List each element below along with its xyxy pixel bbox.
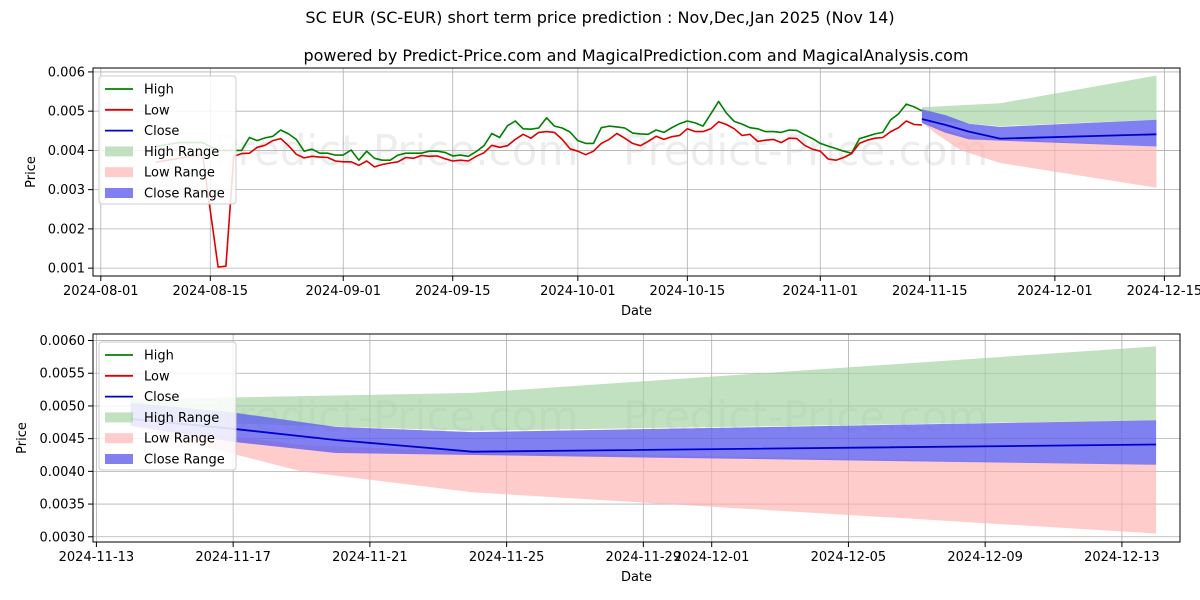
y-tick-label: 0.0050 (40, 399, 86, 414)
series-high-line (155, 100, 923, 161)
legend-swatch-close-range (105, 454, 133, 464)
legend-label-high-range: High Range (144, 145, 219, 160)
x-tick-label: 2024-10-15 (650, 284, 726, 299)
y-axis-label: Price (15, 422, 30, 454)
y-tick-label: 0.003 (48, 183, 85, 198)
y-tick-label: 0.006 (48, 65, 85, 80)
legend-label-low: Low (144, 103, 170, 118)
x-tick-label: 2024-12-09 (947, 550, 1023, 565)
y-tick-label: 0.004 (48, 144, 85, 159)
y-tick-label: 0.0040 (40, 465, 86, 480)
legend-swatch-low-range (105, 433, 133, 444)
chart-panel-2: Predict-Price.comPredict-Price.com2024-1… (15, 333, 1181, 585)
x-tick-label: 2024-12-15 (1127, 284, 1200, 299)
x-tick-label: 2024-11-25 (469, 550, 545, 565)
band-high-range (130, 346, 1157, 431)
y-axis-label: Price (24, 156, 39, 188)
x-axis-label: Date (621, 304, 652, 319)
x-tick-label: 2024-08-01 (63, 284, 139, 299)
legend-swatch-low-range (105, 167, 133, 178)
chart-title: SC EUR (SC-EUR) short term price predict… (305, 8, 895, 27)
x-tick-label: 2024-11-21 (332, 550, 408, 565)
legend-label-low-range: Low Range (144, 166, 215, 181)
y-tick-label: 0.001 (48, 262, 85, 277)
x-tick-label: 2024-11-15 (892, 284, 968, 299)
x-tick-label: 2024-09-01 (305, 284, 381, 299)
legend-label-low-range: Low Range (144, 432, 215, 447)
x-tick-label: 2024-08-15 (173, 284, 249, 299)
legend-label-close: Close (144, 124, 179, 139)
plot-area (155, 75, 1157, 268)
y-tick-label: 0.005 (48, 105, 85, 120)
x-tick-label: 2024-12-01 (674, 550, 750, 565)
legend-label-close-range: Close Range (144, 453, 225, 468)
series-close-line (921, 118, 1157, 140)
x-tick-label: 2024-12-13 (1084, 550, 1160, 565)
x-tick-label: 2024-12-05 (811, 550, 887, 565)
y-tick-label: 0.0055 (40, 367, 86, 382)
plot-frame (92, 67, 1181, 277)
chart-panel-1: Predict-Price.com Predict-Price.com2024-0… (24, 65, 1200, 319)
x-tick-label: 2024-11-01 (782, 284, 858, 299)
y-tick-label: 0.0045 (40, 432, 86, 447)
y-tick-label: 0.0060 (40, 334, 86, 349)
series-low-line (155, 120, 922, 268)
y-tick-label: 0.0035 (40, 498, 86, 513)
y-tick-label: 0.002 (48, 222, 85, 237)
legend-swatch-high-range (105, 146, 133, 157)
legend-label-high: High (144, 83, 174, 98)
legend-label-high-range: High Range (144, 411, 219, 426)
y-tick-label: 0.0030 (40, 530, 86, 545)
band-close-range (130, 402, 1157, 465)
x-tick-label: 2024-11-13 (59, 550, 135, 565)
x-tick-label: 2024-12-01 (1017, 284, 1093, 299)
legend-label-close: Close (144, 390, 179, 405)
legend-label-high: High (144, 349, 174, 364)
legend-label-close-range: Close Range (144, 187, 225, 202)
chart-subtitle: powered by Predict-Price.com and Magical… (303, 46, 969, 65)
legend-box (98, 341, 237, 471)
x-tick-label: 2024-11-17 (195, 550, 271, 565)
plot-area (130, 346, 1157, 534)
x-axis-label: Date (621, 570, 652, 585)
band-high-range (921, 75, 1157, 127)
plot-frame (92, 333, 1181, 543)
legend-box (98, 75, 237, 205)
x-tick-label: 2024-10-01 (540, 284, 616, 299)
legend-swatch-close-range (105, 188, 133, 198)
legend: High Low Close High Range Low Range Close Ran… (98, 341, 237, 471)
legend-swatch-high-range (105, 412, 133, 423)
x-tick-label: 2024-11-29 (606, 550, 682, 565)
band-close-range (921, 109, 1157, 147)
legend: High Low Close High Range Low Range Close Ran… (98, 75, 237, 205)
legend-label-low: Low (144, 369, 170, 384)
x-tick-label: 2024-09-15 (415, 284, 491, 299)
